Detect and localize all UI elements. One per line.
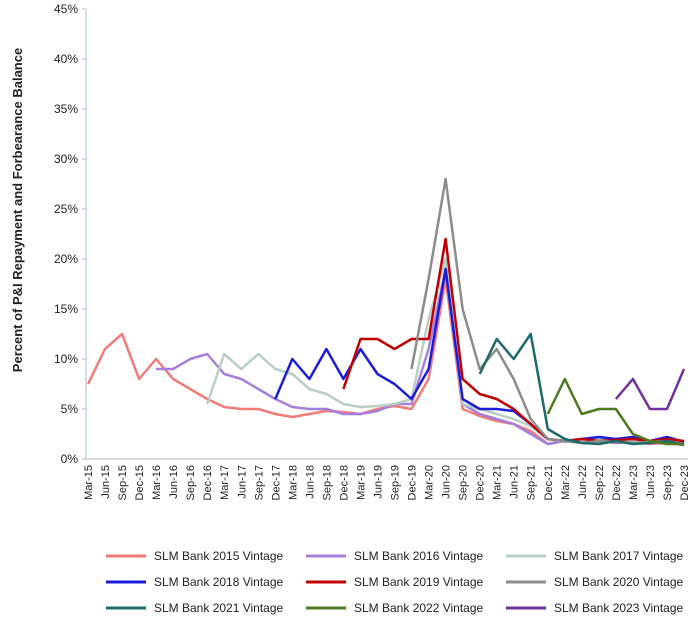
legend-label: SLM Bank 2019 Vintage [354, 575, 484, 589]
x-tick-label: Jun-15 [100, 465, 112, 499]
legend-label: SLM Bank 2017 Vintage [554, 549, 684, 563]
x-tick-label: Dec-23 [679, 465, 688, 500]
x-tick-label: Jun-19 [372, 465, 384, 499]
series-line [614, 368, 686, 411]
series-line [86, 277, 685, 447]
x-tick-label: Sep-21 [526, 465, 538, 500]
x-tick-label: Mar-16 [151, 465, 163, 500]
x-tick-label: Dec-19 [407, 465, 419, 500]
y-tick-label: 30% [54, 152, 78, 166]
x-tick-label: Mar-18 [287, 465, 299, 500]
x-tick-label: Dec-18 [338, 465, 350, 500]
y-tick-label: 35% [54, 102, 78, 116]
y-tick-label: 20% [54, 252, 78, 266]
x-tick-label: Mar-23 [628, 465, 640, 500]
y-tick-label: 25% [54, 202, 78, 216]
y-tick-label: 45% [54, 2, 78, 16]
legend-label: SLM Bank 2016 Vintage [354, 549, 484, 563]
y-axis-label: Percent of P&I Repayment and Forbearance… [10, 48, 25, 372]
legend-label: SLM Bank 2020 Vintage [554, 575, 684, 589]
x-tick-label: Sep-23 [662, 465, 674, 500]
x-tick-label: Mar-15 [83, 465, 95, 500]
x-tick-label: Dec-22 [611, 465, 623, 500]
x-tick-label: Dec-15 [134, 465, 146, 500]
x-tick-label: Dec-16 [202, 465, 214, 500]
x-tick-label: Mar-22 [560, 465, 572, 500]
x-tick-label: Jun-22 [577, 465, 589, 499]
x-tick-label: Sep-16 [185, 465, 197, 500]
x-tick-label: Jun-18 [304, 465, 316, 499]
legend-label: SLM Bank 2018 Vintage [154, 575, 284, 589]
x-tick-label: Sep-17 [253, 465, 265, 500]
x-tick-label: Jun-16 [168, 465, 180, 499]
series-line [342, 237, 685, 443]
series-line [546, 377, 684, 446]
x-tick-label: Sep-22 [594, 465, 606, 500]
x-tick-label: Dec-20 [475, 465, 487, 500]
x-tick-label: Mar-17 [219, 465, 231, 500]
series-line [478, 332, 685, 447]
x-tick-label: Mar-21 [492, 465, 504, 500]
x-tick-label: Mar-20 [424, 465, 436, 500]
x-tick-label: Dec-17 [270, 465, 282, 500]
y-tick-label: 0% [61, 452, 79, 466]
x-tick-label: Sep-18 [321, 465, 333, 500]
x-tick-label: Jun-17 [236, 465, 248, 499]
legend-label: SLM Bank 2023 Vintage [554, 601, 684, 615]
x-tick-label: Sep-19 [390, 465, 402, 500]
legend-label: SLM Bank 2022 Vintage [354, 601, 484, 615]
x-tick-label: Jun-20 [441, 465, 453, 499]
y-tick-label: 15% [54, 302, 78, 316]
legend-label: SLM Bank 2021 Vintage [154, 601, 284, 615]
x-tick-label: Sep-15 [117, 465, 129, 500]
legend-label: SLM Bank 2015 Vintage [154, 549, 284, 563]
x-tick-label: Jun-21 [509, 465, 521, 499]
y-tick-label: 10% [54, 352, 78, 366]
x-tick-label: Dec-21 [543, 465, 555, 500]
x-tick-label: Sep-20 [458, 465, 470, 500]
x-tick-label: Mar-19 [355, 465, 367, 500]
y-tick-label: 5% [61, 402, 79, 416]
y-tick-label: 40% [54, 52, 78, 66]
x-tick-label: Jun-23 [645, 465, 657, 499]
